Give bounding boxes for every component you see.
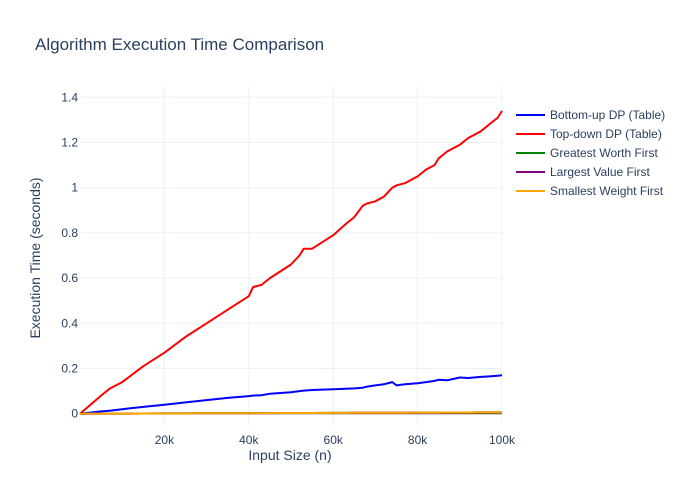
legend-item-greatest-worth-first[interactable]: Greatest Worth First (516, 146, 658, 160)
y-tick-label: 1.2 (61, 136, 78, 150)
series-line-bottom-up-dp-table (79, 374, 503, 415)
y-tick-label: 0.6 (61, 271, 78, 285)
x-tick-label: 80k (408, 433, 428, 447)
legend-label: Largest Value First (550, 165, 650, 179)
legend-label: Smallest Weight First (550, 184, 664, 198)
y-tick-label: 0.8 (61, 226, 78, 240)
series-line-smallest-weight-first (79, 411, 502, 415)
chart-title: Algorithm Execution Time Comparison (35, 35, 324, 54)
axis-ticks: 20k 40k 60k 80k 100k 0 0.2 0.4 0.6 0.8 1 1.2 1.4 (61, 90, 516, 446)
x-tick-label: 40k (239, 433, 259, 447)
x-axis-title: Input Size (n) (248, 447, 331, 463)
legend-item-top-down-dp-table[interactable]: Top-down DP (Table) (516, 127, 662, 141)
y-axis-title: Execution Time (seconds) (27, 177, 43, 338)
x-tick-label: 100k (489, 433, 516, 447)
y-tick-label: 0.4 (61, 316, 78, 330)
y-tick-label: 1 (71, 181, 78, 195)
legend-label: Top-down DP (Table) (550, 127, 662, 141)
x-tick-label: 20k (155, 433, 175, 447)
y-tick-label: 0.2 (61, 362, 78, 376)
legend-item-bottom-up-dp-table[interactable]: Bottom-up DP (Table) (516, 108, 665, 122)
series-lines (79, 110, 503, 415)
legend-item-largest-value-first[interactable]: Largest Value First (516, 165, 650, 179)
legend-item-smallest-weight-first[interactable]: Smallest Weight First (516, 184, 664, 198)
legend[interactable]: Bottom-up DP (Table) Top-down DP (Table) G… (516, 108, 665, 198)
y-tick-label: 1.4 (61, 90, 78, 104)
legend-label: Greatest Worth First (550, 146, 658, 160)
series-line-top-down-dp-table (79, 110, 503, 415)
legend-label: Bottom-up DP (Table) (550, 108, 665, 122)
x-tick-label: 60k (324, 433, 344, 447)
y-tick-label: 0 (71, 407, 78, 421)
